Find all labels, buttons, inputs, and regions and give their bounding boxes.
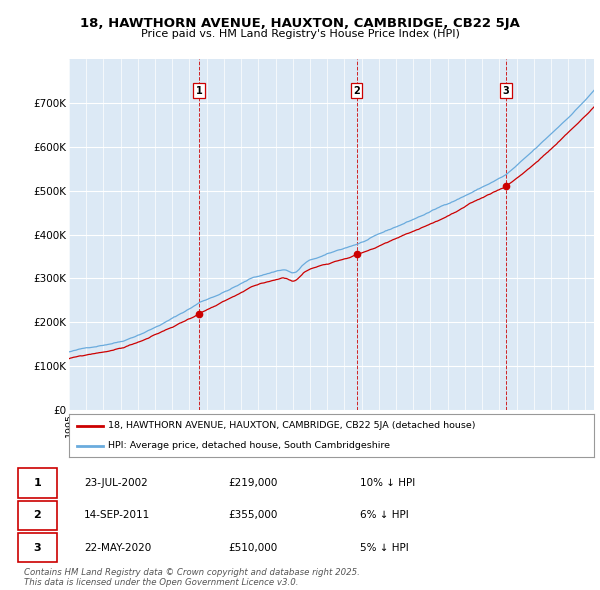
Text: 3: 3 [34, 543, 41, 553]
Text: 14-SEP-2011: 14-SEP-2011 [84, 510, 150, 520]
Text: 2: 2 [353, 86, 360, 96]
Text: HPI: Average price, detached house, South Cambridgeshire: HPI: Average price, detached house, Sout… [109, 441, 391, 450]
FancyBboxPatch shape [18, 501, 57, 530]
Text: 23-JUL-2002: 23-JUL-2002 [84, 478, 148, 488]
Text: 5% ↓ HPI: 5% ↓ HPI [360, 543, 409, 553]
Text: £510,000: £510,000 [228, 543, 277, 553]
Text: £355,000: £355,000 [228, 510, 277, 520]
Text: Price paid vs. HM Land Registry's House Price Index (HPI): Price paid vs. HM Land Registry's House … [140, 29, 460, 38]
Text: 22-MAY-2020: 22-MAY-2020 [84, 543, 151, 553]
Text: 1: 1 [196, 86, 203, 96]
FancyBboxPatch shape [18, 533, 57, 562]
FancyBboxPatch shape [18, 468, 57, 497]
Text: 10% ↓ HPI: 10% ↓ HPI [360, 478, 415, 488]
Text: Contains HM Land Registry data © Crown copyright and database right 2025.
This d: Contains HM Land Registry data © Crown c… [24, 568, 360, 587]
Text: 1: 1 [34, 478, 41, 488]
Text: 6% ↓ HPI: 6% ↓ HPI [360, 510, 409, 520]
Text: 18, HAWTHORN AVENUE, HAUXTON, CAMBRIDGE, CB22 5JA (detached house): 18, HAWTHORN AVENUE, HAUXTON, CAMBRIDGE,… [109, 421, 476, 430]
Text: 18, HAWTHORN AVENUE, HAUXTON, CAMBRIDGE, CB22 5JA: 18, HAWTHORN AVENUE, HAUXTON, CAMBRIDGE,… [80, 17, 520, 30]
Text: 3: 3 [502, 86, 509, 96]
Text: 2: 2 [34, 510, 41, 520]
Text: £219,000: £219,000 [228, 478, 277, 488]
